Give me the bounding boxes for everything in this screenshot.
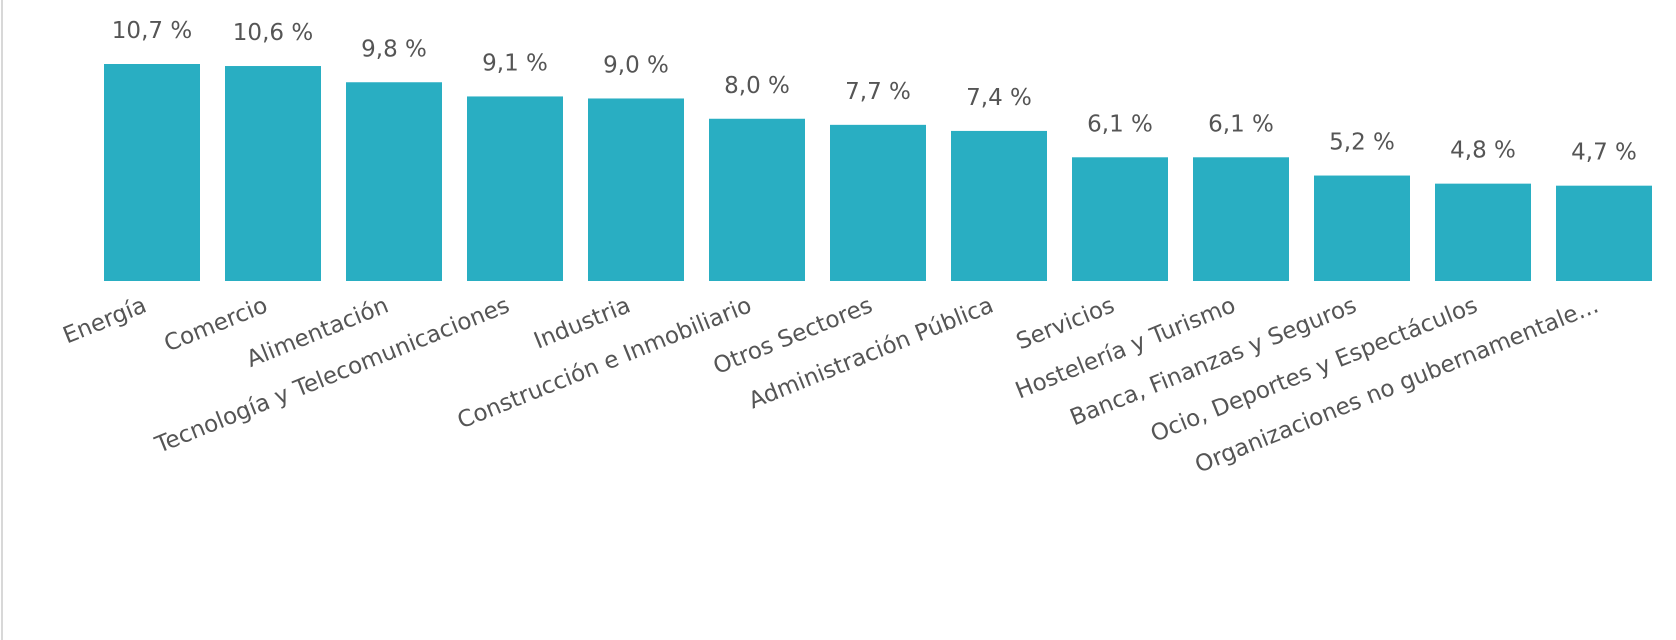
bar (830, 124, 926, 281)
data-label: 10,7 % (112, 18, 192, 44)
bar (709, 118, 805, 281)
bar (1556, 185, 1652, 281)
data-label: 6,1 % (1208, 111, 1274, 137)
data-label: 4,7 % (1571, 140, 1637, 166)
data-label: 9,0 % (603, 52, 669, 78)
bar (104, 64, 200, 281)
data-label: 4,8 % (1450, 138, 1516, 164)
bar (1072, 157, 1168, 281)
data-label: 7,7 % (845, 79, 911, 105)
bar (951, 130, 1047, 281)
data-label: 6,1 % (1087, 111, 1153, 137)
bar (1314, 175, 1410, 281)
data-label: 7,4 % (966, 85, 1032, 111)
data-label: 10,6 % (233, 20, 313, 46)
bar (346, 82, 442, 281)
bar (225, 66, 321, 281)
data-label: 5,2 % (1329, 130, 1395, 156)
bar (1193, 157, 1289, 281)
bar (467, 96, 563, 281)
x-tick-label: Energía (59, 292, 150, 349)
bar (1435, 183, 1531, 281)
data-label: 8,0 % (724, 73, 790, 99)
data-label: 9,1 % (482, 50, 548, 76)
data-label: 9,8 % (361, 36, 427, 62)
bar (588, 98, 684, 281)
